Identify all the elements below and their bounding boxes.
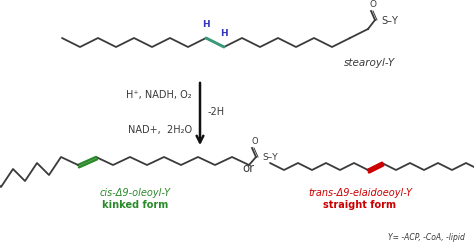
Text: H: H xyxy=(220,29,228,38)
Text: trans-Δ9-elaidoeoyl-Y: trans-Δ9-elaidoeoyl-Y xyxy=(308,188,412,198)
Text: straight form: straight form xyxy=(323,200,396,210)
Text: O: O xyxy=(370,0,376,9)
Text: kinked form: kinked form xyxy=(102,200,168,210)
Text: Y= -ACP, -CoA, -lipid: Y= -ACP, -CoA, -lipid xyxy=(388,233,465,242)
Text: S–Y: S–Y xyxy=(262,153,278,161)
Text: cis-Δ9-oleoyl-Y: cis-Δ9-oleoyl-Y xyxy=(100,188,171,198)
Text: stearoyl-Y: stearoyl-Y xyxy=(345,58,396,68)
Text: O: O xyxy=(252,137,258,146)
Text: NAD+,  2H₂O: NAD+, 2H₂O xyxy=(128,125,192,135)
Text: H: H xyxy=(202,20,210,29)
Text: H⁺, NADH, O₂: H⁺, NADH, O₂ xyxy=(127,90,192,100)
Text: S–Y: S–Y xyxy=(381,16,398,26)
Text: or: or xyxy=(242,161,254,175)
Text: -2H: -2H xyxy=(208,107,225,117)
